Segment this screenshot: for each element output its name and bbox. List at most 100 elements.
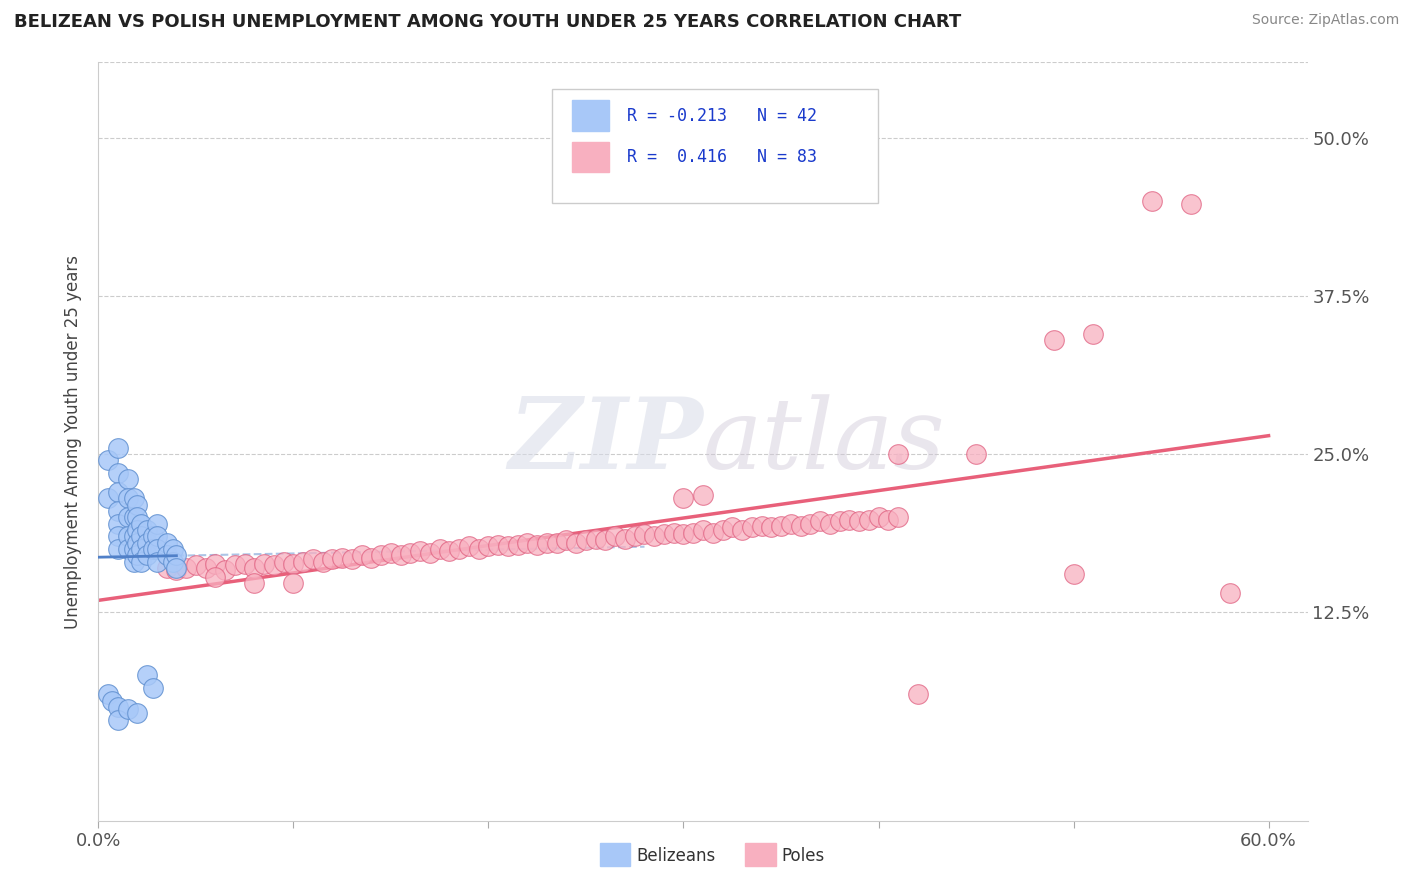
Point [302, 552, 325, 566]
Point [107, 541, 129, 556]
Point [965, 447, 987, 461]
Point [429, 541, 451, 556]
Point [1043, 334, 1066, 348]
Point [127, 706, 149, 721]
Point [127, 523, 149, 537]
Point [692, 523, 714, 537]
Point [526, 538, 548, 552]
Point [127, 510, 149, 524]
Point [204, 557, 226, 571]
Point [877, 513, 900, 527]
Point [174, 561, 197, 575]
Point [1219, 586, 1241, 600]
Point [1063, 567, 1085, 582]
Point [243, 576, 266, 591]
Text: BELIZEAN VS POLISH UNEMPLOYMENT AMONG YOUTH UNDER 25 YEARS CORRELATION CHART: BELIZEAN VS POLISH UNEMPLOYMENT AMONG YO… [14, 13, 962, 31]
Point [350, 548, 373, 563]
Text: atlas: atlas [703, 394, 946, 489]
Point [312, 555, 335, 569]
Point [506, 538, 529, 552]
Point [799, 516, 821, 531]
Point [575, 533, 598, 547]
Point [779, 516, 801, 531]
Point [633, 526, 655, 541]
Point [370, 548, 392, 563]
Point [273, 555, 295, 569]
Point [122, 555, 145, 569]
Bar [745, 844, 776, 866]
Point [107, 699, 129, 714]
Point [761, 520, 783, 534]
Point [467, 541, 489, 556]
Point [751, 519, 773, 533]
Point [360, 550, 382, 565]
Text: Source: ZipAtlas.com: Source: ZipAtlas.com [1251, 13, 1399, 28]
Point [643, 529, 665, 543]
Point [142, 681, 165, 695]
Point [1140, 194, 1163, 209]
Point [122, 541, 145, 556]
Point [692, 487, 714, 501]
Point [565, 535, 588, 549]
Point [439, 544, 461, 558]
Point [97, 491, 120, 506]
Point [224, 558, 246, 573]
Point [887, 510, 910, 524]
Point [292, 555, 315, 569]
Point [283, 576, 305, 591]
Point [1180, 197, 1202, 211]
Point [101, 693, 124, 707]
Point [156, 561, 179, 575]
Point [243, 561, 266, 575]
Text: ZIP: ZIP [508, 393, 703, 490]
Point [253, 557, 276, 571]
Point [194, 561, 217, 575]
Point [1081, 327, 1104, 342]
Point [107, 485, 129, 500]
Point [117, 529, 139, 543]
Point [818, 516, 841, 531]
Point [127, 548, 149, 563]
Point [321, 552, 343, 566]
Point [127, 535, 149, 549]
Point [131, 555, 153, 569]
Point [131, 516, 153, 531]
Point [142, 529, 165, 543]
Point [555, 533, 578, 547]
Point [330, 550, 353, 565]
Point [449, 541, 471, 556]
Point [536, 535, 558, 549]
Point [838, 513, 860, 527]
Point [769, 519, 792, 533]
Point [233, 557, 256, 571]
Point [204, 570, 226, 584]
Point [808, 514, 831, 528]
Point [117, 491, 139, 506]
Point [907, 687, 929, 701]
Point [516, 535, 538, 549]
Point [868, 510, 890, 524]
Point [595, 533, 617, 547]
Text: R =  0.416   N = 83: R = 0.416 N = 83 [627, 148, 817, 166]
Point [409, 544, 432, 558]
Point [828, 514, 851, 528]
Point [107, 516, 129, 531]
Point [165, 561, 187, 575]
Point [652, 526, 675, 541]
Point [146, 555, 169, 569]
Point [283, 557, 305, 571]
Point [156, 548, 179, 563]
Point [122, 491, 145, 506]
Point [117, 702, 139, 716]
Point [672, 491, 695, 506]
Point [263, 558, 285, 573]
Point [136, 535, 159, 549]
Point [731, 523, 754, 537]
Point [184, 558, 207, 573]
Point [546, 535, 568, 549]
Point [162, 555, 184, 569]
Point [117, 541, 139, 556]
Point [340, 552, 363, 566]
FancyBboxPatch shape [551, 89, 879, 202]
Point [107, 441, 129, 455]
